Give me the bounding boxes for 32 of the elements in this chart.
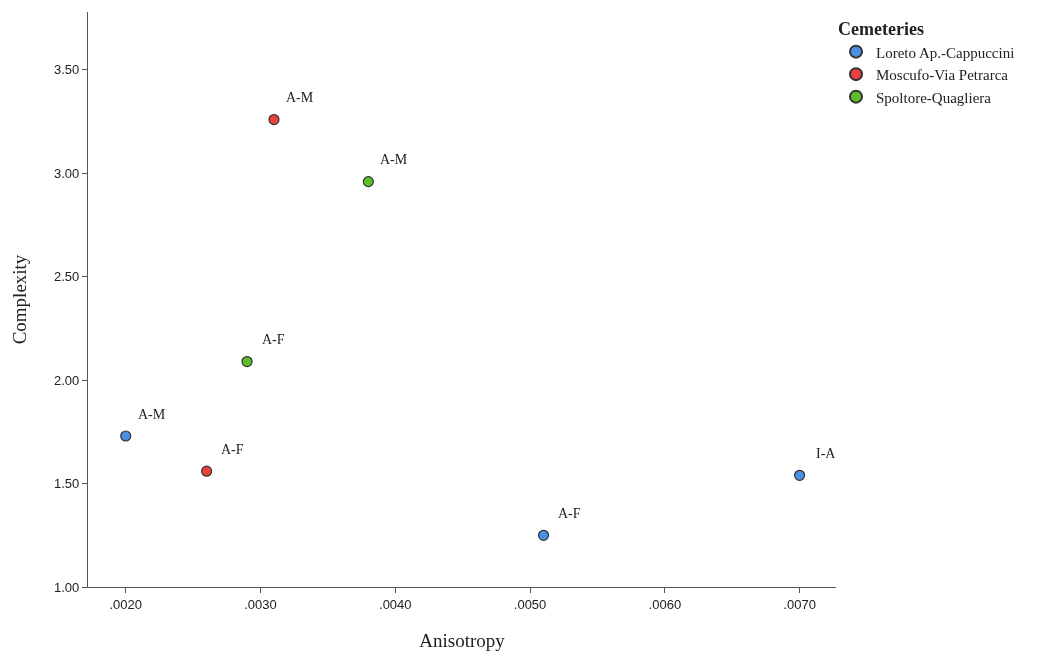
point [362, 176, 374, 188]
point [201, 465, 213, 477]
x-tick-label: .0060 [648, 596, 682, 612]
x-tick-label: .0030 [244, 596, 277, 612]
annotation: A-M [138, 407, 166, 422]
y-tick-label: 1.50 [53, 476, 80, 492]
y-tick-label: 3.50 [53, 62, 80, 78]
x-tick-label: .0050 [513, 596, 547, 612]
legend-label: Moscufo-Via Petrarca [876, 67, 1009, 83]
annotation: A-F [558, 506, 581, 521]
annotation: A-M [286, 90, 314, 105]
x-tick-label: .0070 [783, 596, 816, 612]
legend-title: Cemeteries [838, 19, 924, 40]
annotation: A-M [380, 152, 408, 167]
annotation: I-A [816, 446, 837, 461]
point [241, 355, 253, 368]
point [268, 113, 280, 126]
legend-label: Loreto Ap.-Cappuccini [876, 44, 1015, 61]
x-tick-label: .0040 [379, 596, 412, 612]
point [120, 430, 132, 442]
annotation: A-F [262, 332, 285, 347]
y-tick-label: 2.00 [53, 372, 80, 388]
annotation: A-F [221, 442, 244, 457]
y-tick-label: 1.00 [53, 579, 80, 595]
x-axis-title: Anisotropy [419, 629, 506, 651]
point [537, 529, 550, 541]
x-tick-label: .0020 [109, 596, 143, 612]
point [794, 469, 806, 481]
y-tick-label: 2.50 [53, 269, 80, 285]
legend-label: Spoltore-Quagliera [876, 89, 992, 106]
y-axis-title: Complexity [8, 254, 30, 345]
y-tick-label: 3.00 [53, 165, 80, 181]
